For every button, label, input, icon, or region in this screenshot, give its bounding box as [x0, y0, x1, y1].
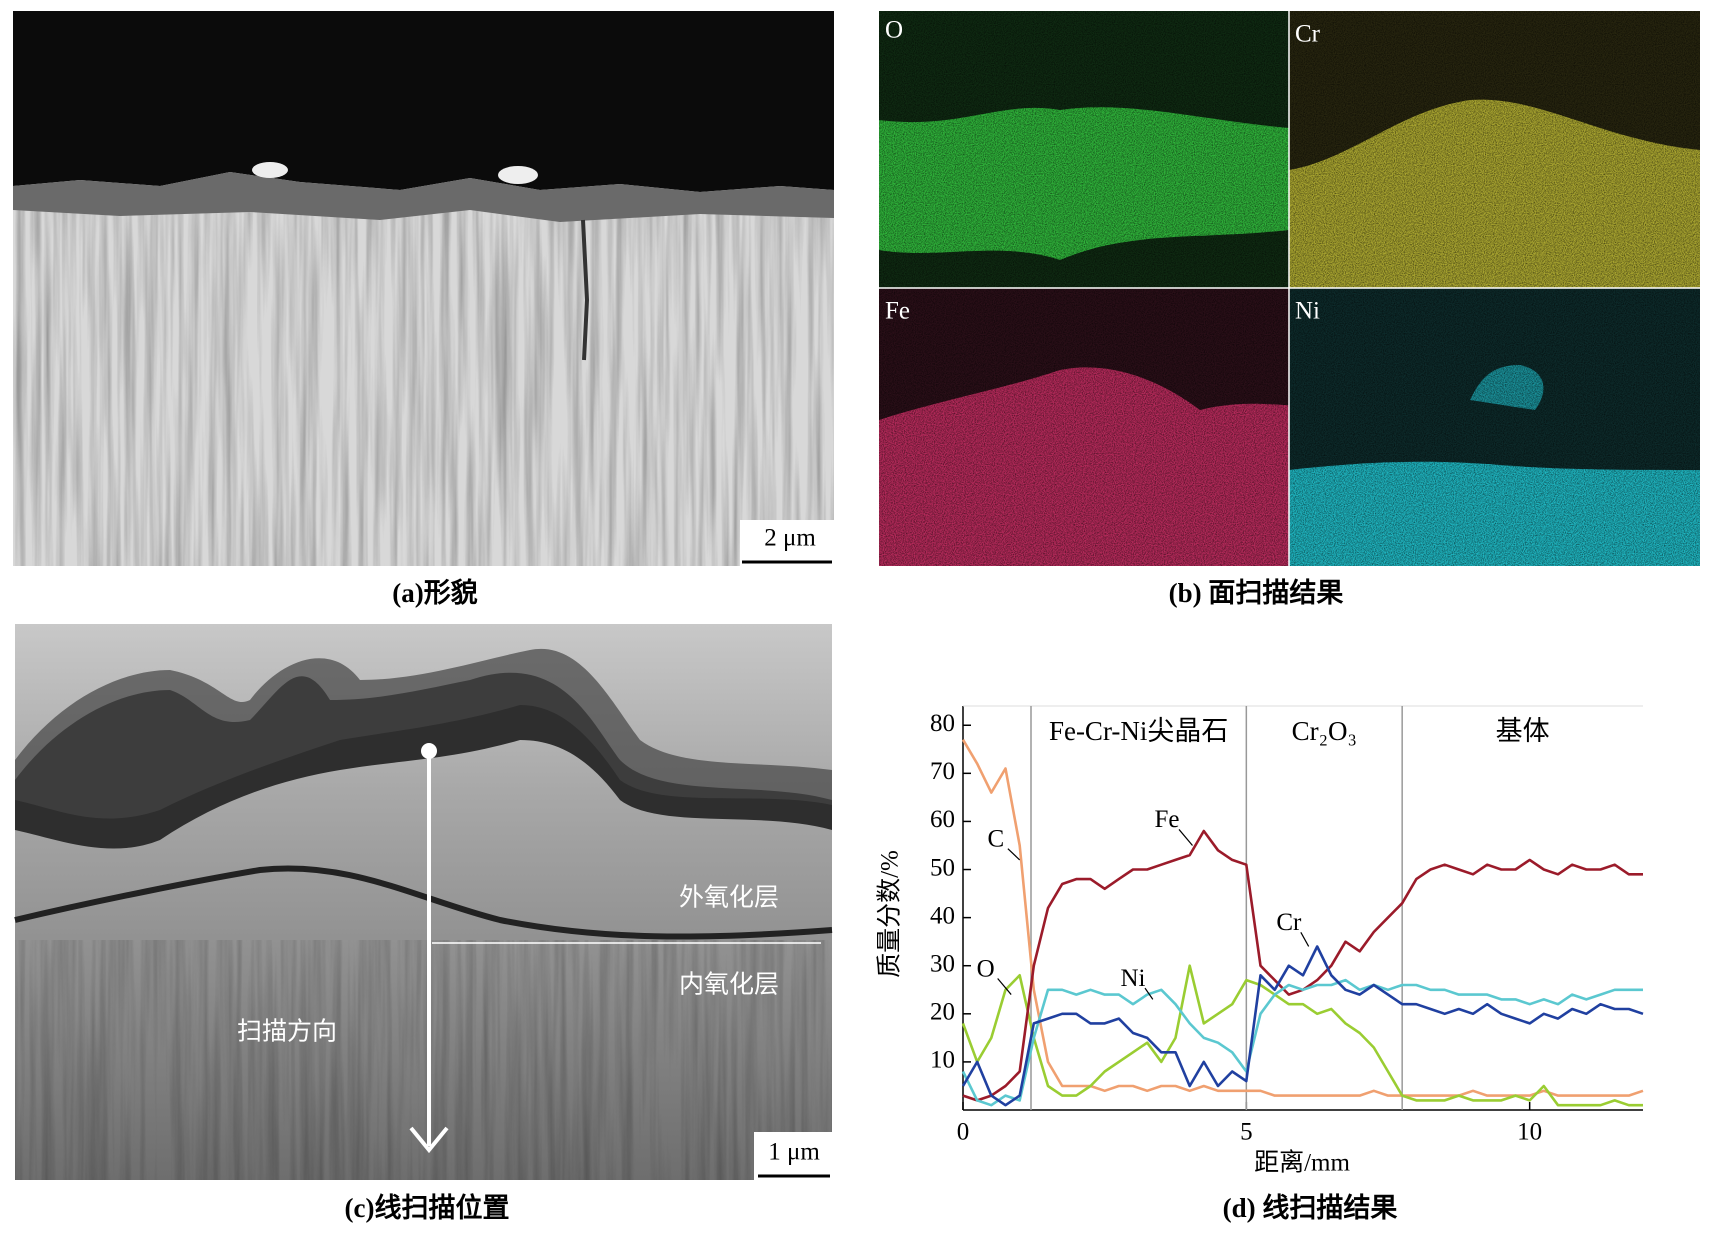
- series-line: [961, 739, 1644, 1097]
- series-line: [961, 945, 1644, 1107]
- y-tick-label: 40: [930, 902, 955, 929]
- layer-label: 内氧化层: [679, 971, 779, 999]
- y-tick-label: 70: [930, 758, 955, 785]
- series-label: Fe: [1155, 806, 1180, 833]
- caption: (a)形貌: [392, 578, 477, 608]
- y-tick-label: 30: [930, 950, 955, 977]
- y-tick-label: 20: [930, 999, 955, 1026]
- background: [13, 11, 834, 192]
- label-leader: [1300, 932, 1310, 947]
- region-label: 基体: [1496, 716, 1550, 746]
- region-label: Cr₂O₃: [1292, 716, 1357, 746]
- texture: [15, 940, 832, 1180]
- crack: [581, 219, 590, 361]
- map-label: Cr: [1295, 21, 1321, 48]
- series-label: C: [988, 825, 1005, 852]
- scale-bar-box: [754, 1132, 832, 1180]
- panel-c: 外氧化层 内氧化层 扫描方向 1 μm (c)线扫描位置: [14, 624, 833, 1223]
- y-tick-label: 50: [930, 854, 955, 881]
- x-axis-label: 距离/mm: [1254, 1149, 1350, 1177]
- x-tick-label: 0: [957, 1119, 970, 1146]
- y-axis-label: 质量分数/%: [876, 850, 904, 978]
- oxide-layer: [13, 172, 834, 222]
- panel-b: O Cr Fe Ni (b) 面扫描结果: [879, 11, 1700, 608]
- y-tick-label: 60: [930, 806, 955, 833]
- layer-label: 外氧化层: [679, 884, 779, 912]
- series-label: Ni: [1121, 965, 1146, 992]
- caption: (d) 线扫描结果: [1223, 1193, 1398, 1223]
- outer-band: [15, 672, 832, 849]
- particle: [252, 162, 288, 178]
- y-tick-label: 10: [930, 1047, 955, 1074]
- scan-start: [421, 743, 437, 759]
- region-label: Fe-Cr-Ni尖晶石: [1049, 716, 1228, 746]
- label-leader: [997, 978, 1012, 995]
- panel-d: (d) 线扫描结果 距离/mm 质量分数/% 10 20 30 40 50 60 70 80 0…: [876, 705, 1644, 1223]
- y-tick-label: 80: [930, 710, 955, 737]
- panel-a: 2 μm (a)形貌: [13, 11, 834, 608]
- series-label: O: [977, 955, 995, 982]
- series-line: [962, 829, 1643, 1102]
- map-label: O: [885, 17, 903, 44]
- interface: [14, 865, 833, 940]
- scan-label: 扫描方向: [237, 1018, 337, 1046]
- series-line: [961, 978, 1643, 1107]
- caption: (c)线扫描位置: [345, 1192, 510, 1223]
- scale-bar-box: [740, 520, 834, 566]
- caption: (b) 面扫描结果: [1169, 578, 1344, 608]
- scale-bar-label: 1 μm: [768, 1139, 820, 1166]
- map-label: Fe: [885, 298, 910, 325]
- series-label: Cr: [1276, 909, 1302, 936]
- x-tick-label: 5: [1240, 1119, 1253, 1146]
- map-label: Ni: [1295, 298, 1320, 325]
- arrow-head: [409, 1126, 449, 1154]
- x-tick-label: 10: [1517, 1119, 1542, 1146]
- particle: [498, 166, 538, 184]
- outer-band: [15, 648, 832, 819]
- scale-bar-label: 2 μm: [764, 525, 816, 552]
- label-leader: [1144, 987, 1154, 1000]
- texture: [13, 200, 834, 566]
- label-leader: [1007, 848, 1021, 861]
- label-leader: [1178, 829, 1193, 846]
- series-line: [961, 964, 1643, 1107]
